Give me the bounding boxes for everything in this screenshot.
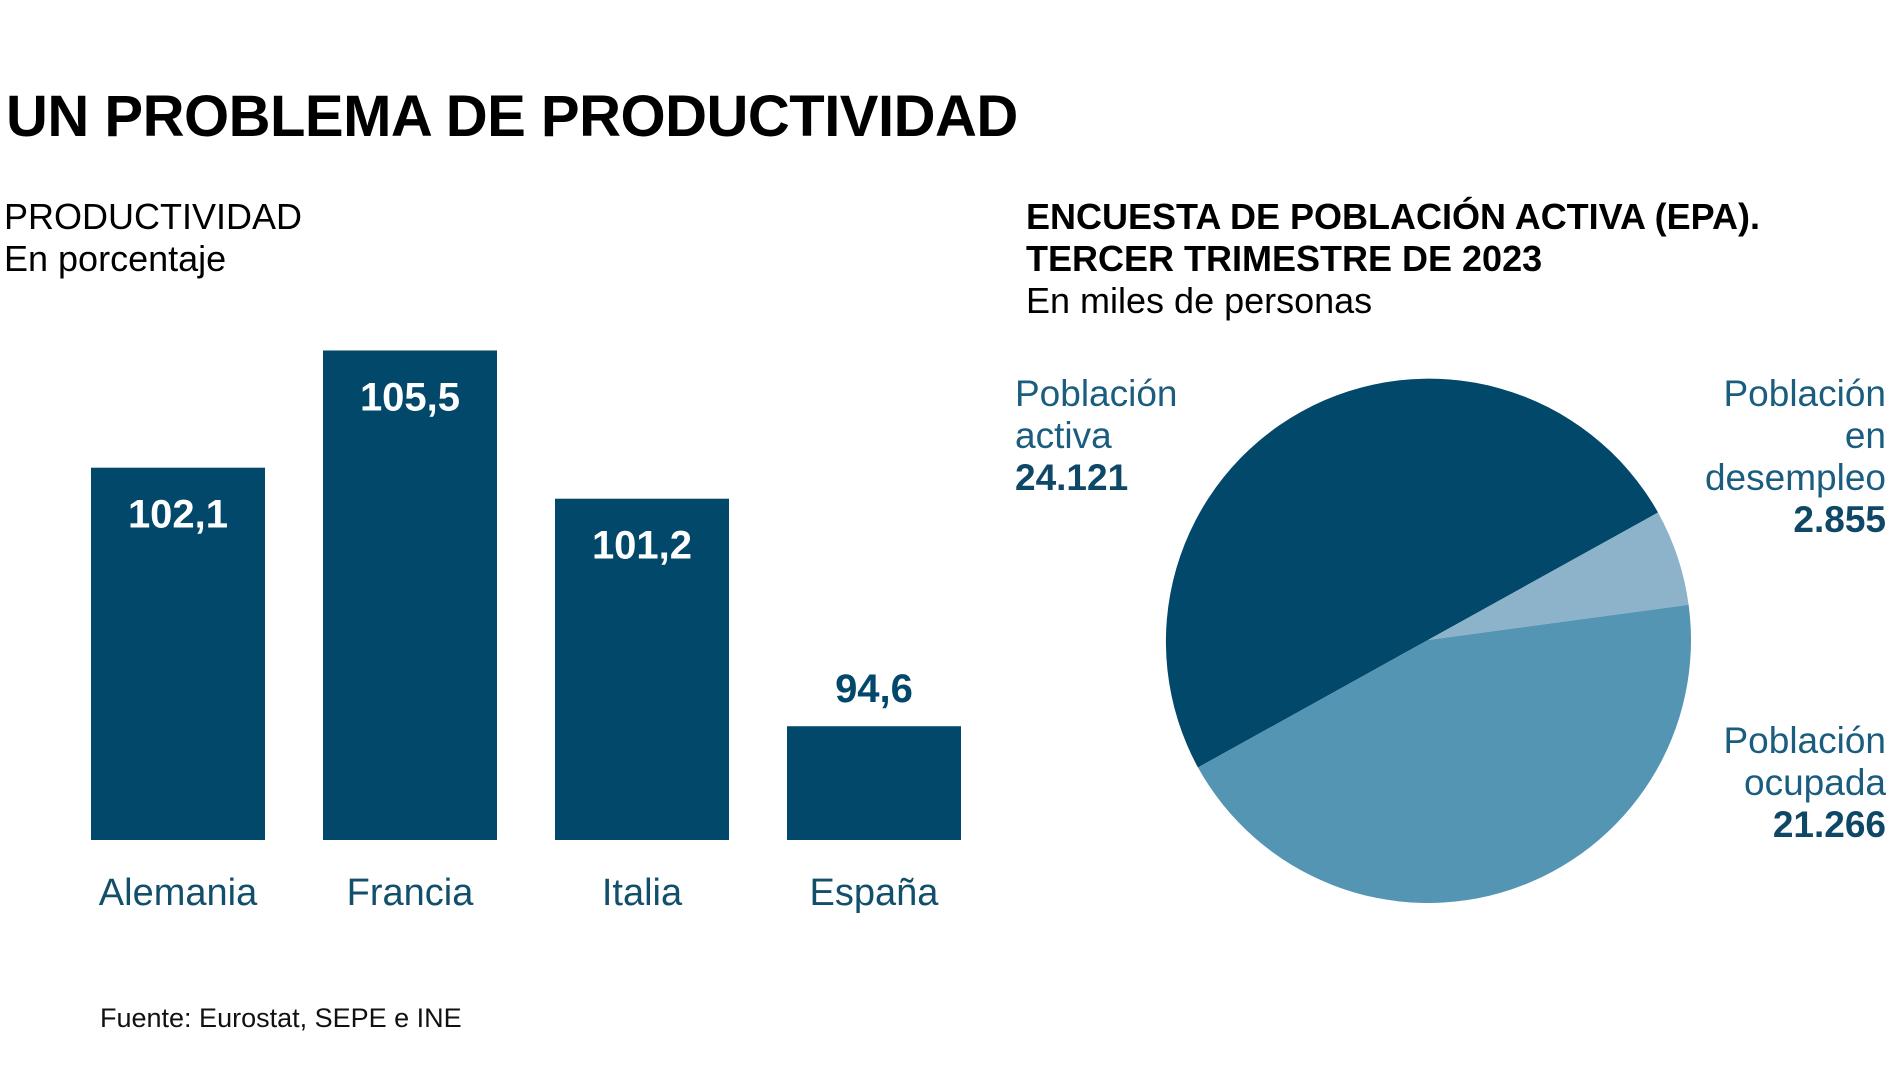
pie-chart-title-line1: ENCUESTA DE POBLACIÓN ACTIVA (EPA). (1026, 196, 1761, 237)
pie-chart-title-line2: TERCER TRIMESTRE DE 2023 (1026, 238, 1543, 279)
pie-label-ocupada-value: 21.266 (1772, 804, 1886, 845)
pie-slice-0 (1165, 378, 1659, 768)
pie-slice-1 (1428, 512, 1689, 640)
bar-value-label-1: 105,5 (360, 375, 460, 419)
pie-label-ocupada: Población ocupada 21.266 (1723, 720, 1886, 846)
pie-label-activa: Población activa 24.121 (1015, 373, 1178, 499)
pie-slice-2 (1197, 604, 1691, 903)
pie-chart-header: ENCUESTA DE POBLACIÓN ACTIVA (EPA). TERC… (1026, 196, 1760, 322)
bar-category-label-0: Alemania (99, 872, 258, 914)
page-title: UN PROBLEMA DE PRODUCTIVIDAD (6, 84, 1018, 149)
source-note: Fuente: Eurostat, SEPE e INE (100, 1003, 462, 1033)
pie-label-desempleo-value: 2.855 (1793, 499, 1886, 540)
pie-label-desempleo: Población en desempleo 2.855 (1705, 373, 1886, 541)
pie-label-activa-line2: activa (1015, 415, 1112, 456)
pie-chart (1165, 378, 1691, 903)
bar-category-label-3: España (810, 872, 940, 914)
bar-value-label-2: 101,2 (592, 524, 692, 568)
pie-label-desempleo-line3: desempleo (1704, 457, 1886, 498)
bar-chart-header: PRODUCTIVIDAD En porcentaje (4, 196, 302, 280)
bar-value-label-0: 102,1 (128, 493, 228, 537)
bar-0 (91, 467, 265, 840)
bar-1 (323, 350, 497, 840)
pie-label-activa-line1: Población (1015, 373, 1178, 414)
pie-label-ocupada-line1: Población (1723, 720, 1886, 761)
pie-chart-subtitle: En miles de personas (1026, 280, 1373, 321)
bar-chart: 102,1 Alemania 105,5 Francia 101,2 Italia 94,6… (91, 350, 961, 914)
bar-value-label-3: 94,6 (835, 667, 913, 711)
bar-chart-subtitle: En porcentaje (4, 238, 227, 279)
bar-3 (787, 726, 961, 840)
pie-label-desempleo-line2: en (1844, 415, 1886, 456)
bar-2 (555, 498, 729, 840)
bar-category-label-2: Italia (602, 872, 683, 914)
bar-category-label-1: Francia (347, 872, 475, 914)
pie-label-activa-value: 24.121 (1015, 457, 1129, 498)
pie-label-ocupada-line2: ocupada (1744, 762, 1886, 803)
bar-chart-title: PRODUCTIVIDAD (4, 196, 303, 237)
pie-label-desempleo-line1: Población (1723, 373, 1886, 414)
